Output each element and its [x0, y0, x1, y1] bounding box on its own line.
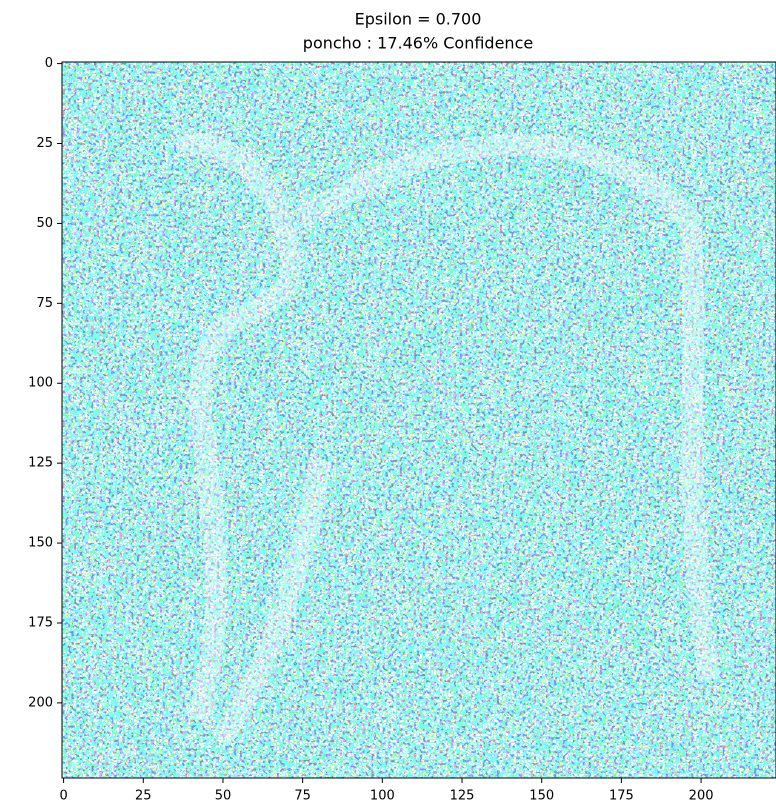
chart-title: Epsilon = 0.700 — [355, 10, 482, 29]
y-tick-label: 75 — [36, 296, 53, 311]
x-tick-label: 100 — [370, 789, 395, 804]
x-tick-label: 75 — [294, 789, 311, 804]
y-tick-label: 125 — [28, 456, 53, 471]
x-tick-label: 150 — [529, 789, 554, 804]
image-area — [62, 62, 776, 778]
x-tick-label: 50 — [215, 789, 232, 804]
y-tick-label: 25 — [36, 136, 53, 151]
x-tick-label: 200 — [689, 789, 714, 804]
x-tick-label: 125 — [450, 789, 475, 804]
y-tick-label: 175 — [28, 615, 53, 630]
x-tick-label: 25 — [135, 789, 152, 804]
y-tick-label: 200 — [28, 695, 53, 710]
y-tick-label: 150 — [28, 536, 53, 551]
x-tick-label: 0 — [59, 789, 67, 804]
chart-subtitle: poncho : 17.46% Confidence — [303, 34, 533, 53]
y-tick-label: 100 — [28, 376, 53, 391]
chart: Epsilon = 0.700 poncho : 17.46% Confiden… — [0, 0, 776, 808]
y-tick-label: 50 — [36, 216, 53, 231]
y-tick-label: 0 — [45, 56, 53, 71]
x-tick-label: 175 — [609, 789, 634, 804]
